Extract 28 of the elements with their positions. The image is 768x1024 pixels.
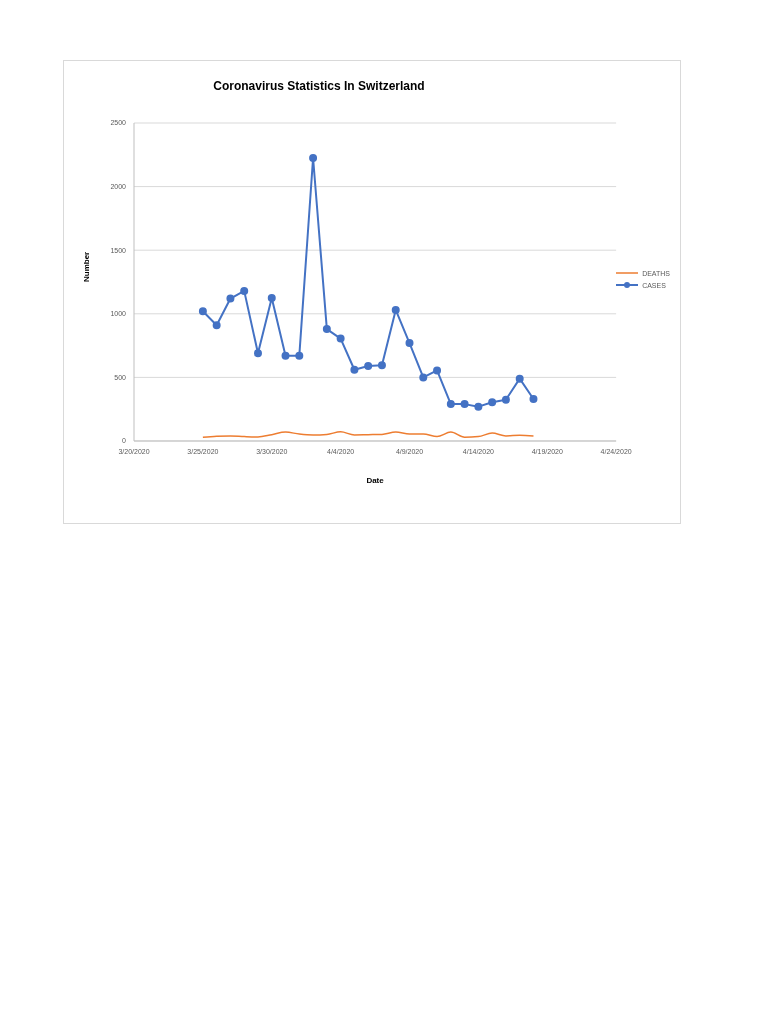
point bbox=[212, 321, 221, 330]
point bbox=[198, 307, 207, 316]
point bbox=[488, 398, 497, 407]
point bbox=[336, 334, 345, 343]
point bbox=[267, 293, 276, 302]
point bbox=[419, 373, 428, 382]
y-axis-title: Number bbox=[81, 251, 91, 282]
point bbox=[529, 395, 538, 404]
chart-title: Coronavirus Statistics In Switzerland bbox=[212, 79, 426, 93]
point bbox=[446, 400, 455, 409]
point bbox=[226, 294, 235, 303]
point bbox=[364, 361, 373, 370]
point bbox=[501, 395, 510, 404]
point bbox=[240, 286, 249, 295]
point bbox=[281, 351, 290, 360]
point bbox=[460, 400, 469, 409]
point bbox=[253, 349, 262, 358]
point bbox=[474, 402, 483, 411]
point bbox=[309, 153, 318, 162]
point bbox=[391, 305, 400, 314]
point bbox=[322, 325, 331, 334]
point bbox=[377, 361, 386, 370]
point bbox=[350, 365, 359, 374]
point bbox=[515, 374, 524, 383]
point bbox=[433, 366, 442, 375]
x-axis-title: Date bbox=[366, 476, 385, 485]
point bbox=[295, 351, 304, 360]
point bbox=[405, 339, 414, 348]
